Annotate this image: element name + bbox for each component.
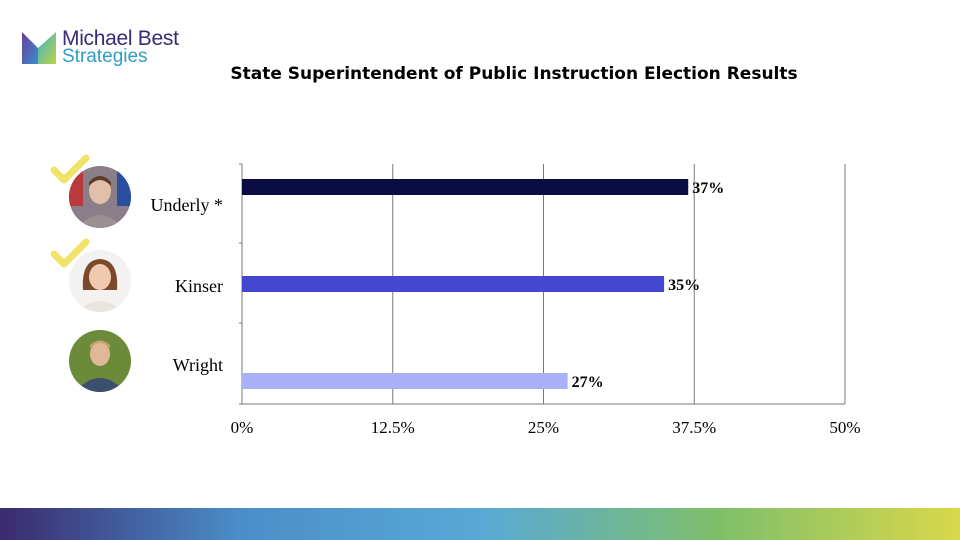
chart-title: State Superintendent of Public Instructi… xyxy=(230,64,798,84)
x-tick-label: 0% xyxy=(231,418,254,437)
winner-check-icon xyxy=(50,154,90,184)
candidate-photo-wright xyxy=(69,330,131,392)
footer-gradient-bar xyxy=(0,508,960,540)
logo-line1: Michael Best xyxy=(62,27,179,50)
avatar-icon xyxy=(69,250,131,312)
x-tick-label: 50% xyxy=(829,418,860,437)
category-label: Underly * xyxy=(151,195,223,215)
logo-mark-icon xyxy=(22,32,56,64)
bar-value-label: 35% xyxy=(668,277,700,294)
bar xyxy=(242,276,665,292)
logo-line2: Strategies xyxy=(62,46,148,67)
category-label: Wright xyxy=(173,355,223,375)
x-tick-label: 12.5% xyxy=(371,418,415,437)
category-label: Kinser xyxy=(175,276,223,296)
bar xyxy=(242,373,568,389)
winner-check-icon xyxy=(50,238,90,268)
bar-value-label: 27% xyxy=(572,374,604,391)
bar xyxy=(242,179,689,195)
candidate-photo-kinser xyxy=(69,250,131,312)
bar-value-label: 37% xyxy=(692,180,724,197)
x-tick-label: 37.5% xyxy=(672,418,716,437)
avatar-icon xyxy=(69,330,131,392)
x-tick-label: 25% xyxy=(528,418,559,437)
